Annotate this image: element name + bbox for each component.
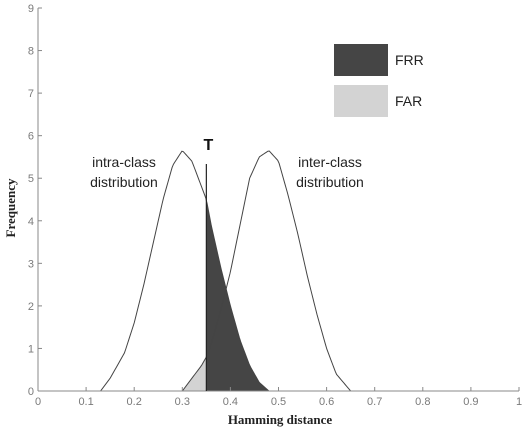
x-tick-label: 0.5 (271, 396, 286, 408)
x-tick-label: 0.1 (78, 396, 93, 408)
x-tick-label: 1 (516, 396, 522, 408)
far-region (182, 356, 207, 391)
x-ticks: 0 0.1 0.2 0.3 0.4 0.5 0.6 0.7 0.8 0.9 1 (35, 387, 522, 408)
legend-label-frr: FRR (395, 52, 424, 68)
legend-label-far: FAR (395, 93, 422, 109)
y-tick-label: 2 (28, 301, 34, 313)
legend: FRR FAR (334, 44, 424, 117)
distribution-curves (100, 150, 352, 392)
y-tick-label: 0 (28, 386, 34, 398)
y-tick-label: 5 (28, 173, 34, 185)
y-ticks: 0 1 2 3 4 5 6 7 8 9 (28, 3, 42, 398)
x-tick-label: 0 (35, 396, 41, 408)
inter-class-curve (181, 150, 352, 392)
y-tick-label: 7 (28, 88, 34, 100)
far-shaded-area (182, 356, 207, 391)
legend-swatch-far (334, 85, 388, 117)
y-tick-label: 9 (28, 3, 34, 15)
x-tick-label: 0.2 (127, 396, 142, 408)
x-tick-label: 0.4 (223, 396, 238, 408)
x-tick-label: 0.3 (175, 396, 190, 408)
legend-swatch-frr (334, 44, 388, 76)
y-tick-label: 3 (28, 258, 34, 270)
y-axis-label: Frequency (3, 178, 18, 237)
intra-class-curve (100, 150, 270, 392)
y-tick-label: 6 (28, 131, 34, 143)
y-tick-label: 4 (28, 216, 34, 228)
axes (37, 8, 519, 392)
y-tick-label: 1 (28, 343, 34, 355)
x-axis-label: Hamming distance (228, 412, 333, 427)
threshold-label: T (203, 137, 213, 154)
frr-shaded-area (206, 199, 269, 391)
intra-class-label-line1: intra-class (92, 154, 156, 170)
x-tick-label: 0.8 (415, 396, 430, 408)
threshold-marker: T (203, 137, 213, 391)
inter-class-label-line2: distribution (296, 174, 364, 190)
x-tick-label: 0.9 (463, 396, 478, 408)
y-tick-label: 8 (28, 46, 34, 58)
frr-region (206, 199, 269, 391)
inter-class-label-line1: inter-class (298, 154, 362, 170)
x-tick-label: 0.6 (319, 396, 334, 408)
intra-class-label-line2: distribution (90, 174, 158, 190)
x-tick-label: 0.7 (367, 396, 382, 408)
